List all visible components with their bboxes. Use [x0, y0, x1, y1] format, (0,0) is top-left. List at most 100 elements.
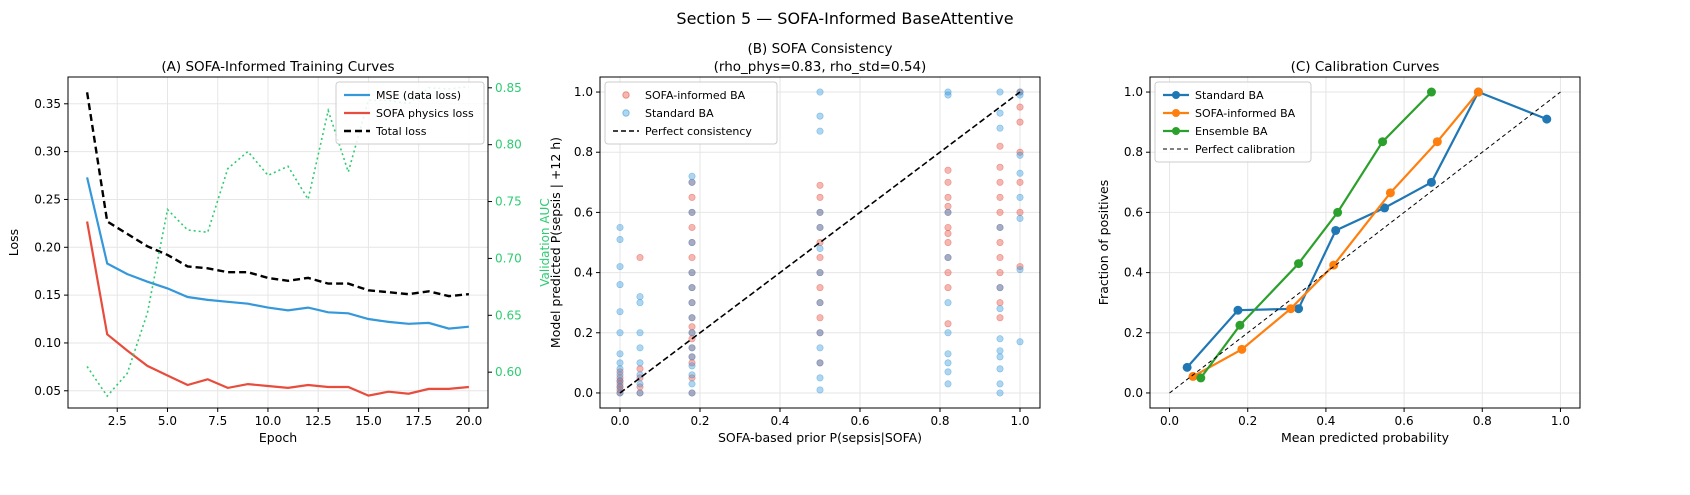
scatter-point: [616, 371, 624, 379]
scatter-point: [816, 254, 824, 262]
axes-frame: [1149, 76, 1581, 409]
y-tick-label: 1.0: [1124, 85, 1143, 99]
series-line: [86, 221, 470, 397]
scatter-point: [944, 193, 952, 201]
scatter-point: [816, 181, 824, 189]
y2-tick-label: 0.80: [495, 138, 522, 152]
legend-swatch-marker: [1172, 109, 1180, 117]
scatter-point: [636, 380, 644, 388]
legend-swatch-marker: [1172, 91, 1180, 99]
y-tick-label: 0.0: [574, 386, 593, 400]
x-axis-label: Epoch: [259, 430, 297, 445]
scatter-point: [944, 254, 952, 262]
scatter-point: [688, 239, 696, 247]
scatter-point: [688, 299, 696, 307]
x-tick-label: 10.0: [255, 414, 282, 428]
x-tick-label: 1.0: [1010, 414, 1029, 428]
scatter-point: [636, 329, 644, 337]
calibration-marker: [1426, 177, 1436, 187]
x-tick-label: 0.4: [1316, 414, 1335, 428]
scatter-point: [688, 353, 696, 361]
x-tick-label: 7.5: [208, 414, 227, 428]
legend-label: SOFA-informed BA: [1195, 107, 1296, 120]
scatter-point: [636, 365, 644, 373]
calibration-line: [1199, 91, 1433, 379]
scatter-point: [944, 320, 952, 328]
y-axis-label: Model predicted P(sepsis | +12 h): [548, 137, 563, 348]
y2-tick-label: 0.65: [495, 308, 522, 322]
y-tick-label: 0.30: [34, 145, 61, 159]
legend-box: [335, 81, 485, 145]
scatter-point: [816, 344, 824, 352]
panel-title: (A) SOFA-Informed Training Curves: [161, 59, 394, 75]
x-tick-label: 0.6: [850, 414, 869, 428]
scatter-point: [996, 193, 1004, 201]
scatter-point: [1016, 118, 1024, 126]
scatter-point: [688, 380, 696, 388]
scatter-point: [616, 359, 624, 367]
scatter-point: [616, 263, 624, 271]
scatter-point: [688, 371, 696, 379]
series-line: [85, 92, 470, 298]
scatter-point: [944, 329, 952, 337]
scatter-point: [688, 269, 696, 277]
y-tick-label: 0.10: [34, 336, 61, 350]
calibration-marker: [1333, 207, 1343, 217]
calibration-marker: [1294, 304, 1304, 314]
panel-b-sofa-consistency: 0.0 0.2 0.4 0.6 0.8 1.0 0.0 0.2 0.4 0.6 0.8 1.0 SOFA…: [548, 41, 1041, 445]
scatter-point: [996, 223, 1004, 231]
y-tick-label: 0.05: [34, 384, 61, 398]
legend-box: [1154, 81, 1312, 163]
scatter-point: [996, 353, 1004, 361]
legend-swatch: [622, 91, 630, 99]
scatter-point: [944, 359, 952, 367]
scatter-point: [816, 299, 824, 307]
y-tick-label: 0.4: [574, 266, 593, 280]
legend-label: SOFA-informed BA: [645, 89, 746, 102]
y2-axis-label: Validation AUC: [538, 198, 552, 286]
reference-line-perfect-calibration: [1169, 91, 1561, 394]
x-axis-label: SOFA-based prior P(sepsis|SOFA): [718, 430, 922, 445]
x-tick-label: 1.0: [1551, 414, 1570, 428]
scatter-point: [616, 365, 624, 373]
legend-label: Standard BA: [645, 107, 714, 120]
y-tick-label: 0.2: [1124, 326, 1143, 340]
legend-box: [604, 81, 778, 145]
scatter-point: [996, 269, 1004, 277]
y-tick-label: 0.15: [34, 288, 61, 302]
scatter-point: [688, 389, 696, 397]
y-tick-label: 0.8: [1124, 145, 1143, 159]
scatter-point: [816, 314, 824, 322]
scatter-point: [996, 347, 1004, 355]
x-tick-label: 0.0: [1160, 414, 1179, 428]
scatter-point: [944, 166, 952, 174]
x-tick-label: 0.2: [690, 414, 709, 428]
calibration-line: [1186, 90, 1548, 369]
scatter-point: [1016, 214, 1024, 222]
legend-swatch: [622, 109, 630, 117]
scatter-point: [996, 305, 1004, 313]
calibration-marker: [1378, 137, 1388, 147]
scatter-point: [816, 88, 824, 96]
scatter-point: [996, 142, 1004, 150]
panel-subtitle: (rho_phys=0.83, rho_std=0.54): [714, 59, 927, 75]
scatter-point: [944, 178, 952, 186]
scatter-point: [1016, 169, 1024, 177]
scatter-point: [996, 284, 1004, 292]
legend-swatch-marker: [1172, 127, 1180, 135]
axes-frame: [599, 76, 1041, 409]
y-tick-label: 0.2: [574, 326, 593, 340]
scatter-point: [816, 193, 824, 201]
calibration-marker: [1473, 87, 1483, 97]
calibration-marker: [1233, 305, 1243, 315]
scatter-point: [616, 308, 624, 316]
scatter-point: [816, 269, 824, 277]
scatter-point: [996, 380, 1004, 388]
y-tick-label: 1.0: [574, 85, 593, 99]
y2-tick-label: 0.60: [495, 365, 522, 379]
scatter-point: [816, 374, 824, 382]
scatter-point: [944, 380, 952, 388]
scatter-point: [688, 254, 696, 262]
panel-title: (C) Calibration Curves: [1291, 59, 1440, 75]
